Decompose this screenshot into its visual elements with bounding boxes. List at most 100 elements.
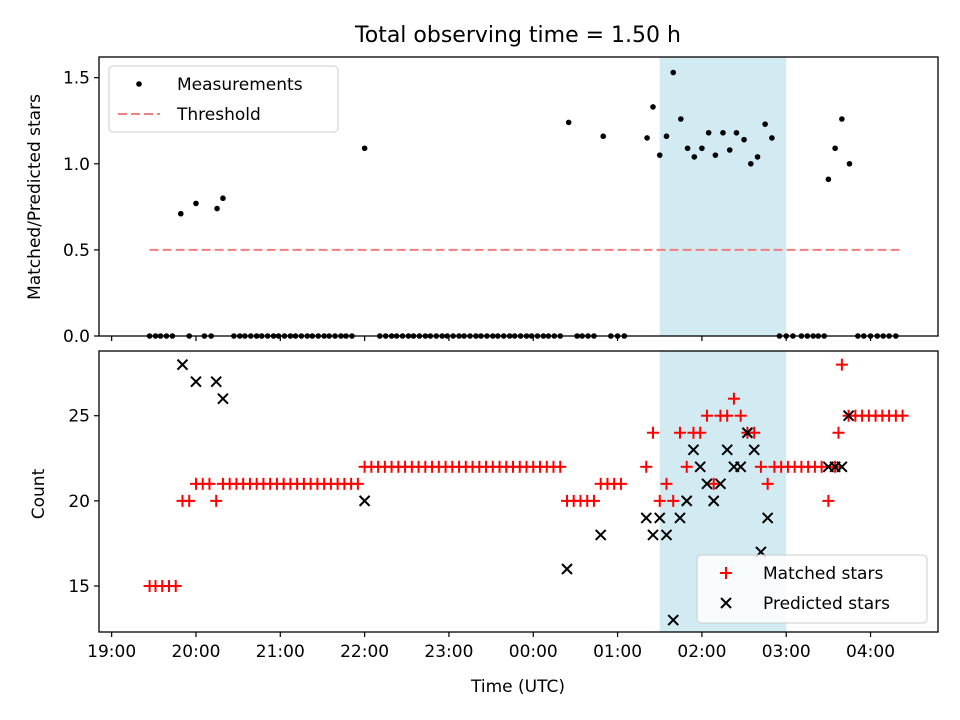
predicted-star-point [667,614,679,626]
count-y-axis-label: Count [29,468,49,519]
ratio-panel: 0.0 0.5 1.0 1.5 Matched/Predicted stars Mea… [25,56,939,347]
predicted-star-point [210,375,222,388]
predicted-star-point [647,529,659,541]
matched-star-point [169,580,182,593]
measurement-point [684,145,691,152]
x-tick-label: 22:00 [340,642,389,662]
matched-star-point [694,426,707,439]
predicted-star-point [701,478,713,490]
matched-star-point [734,409,747,422]
measurement-point [726,147,733,153]
measurement-point [565,119,572,126]
matched-star-point [896,409,909,422]
measurement-point [691,154,698,160]
matched-star-point [727,392,740,405]
y-tick-label: 20 [68,492,90,512]
matched-star-point [203,477,216,490]
measurement-point [699,145,705,152]
predicted-star-point [217,392,229,405]
measurement-point [754,154,761,160]
measurement-point [720,129,726,136]
predicted-star-point [660,529,673,541]
y-tick-label: 0.5 [63,241,90,261]
matched-star-point [815,460,828,473]
measurement-point [733,129,740,136]
matched-star-point [640,460,653,473]
matched-star-point [614,477,627,490]
matched-star-point [653,494,666,507]
ratio-legend-box [108,65,339,133]
matched-star-point [667,494,680,507]
predicted-star-point [595,529,607,541]
matched-star-point [721,409,734,422]
figure-title: Total observing time = 1.50 h [354,23,681,48]
predicted-star-point [176,358,189,371]
predicted-star-point [561,563,573,575]
matched-star-point [660,477,673,490]
legend-measurements-label: Measurements [177,75,303,95]
matched-star-point [707,477,720,490]
x-tick-label: 03:00 [762,642,811,662]
y-tick-label: 1.5 [63,69,90,89]
measurement-point [644,135,650,141]
predicted-star-point [842,410,855,422]
x-tick-label: 19:00 [87,642,136,662]
predicted-star-point [714,478,727,490]
predicted-star-point [748,444,760,456]
matched-star-point [754,460,767,473]
predicted-star-point [721,444,733,456]
matched-star-point [680,460,693,473]
matched-star-point [748,426,761,439]
measurement-point [656,152,663,158]
x-tick-label: 02:00 [677,642,726,662]
legend-matched-label: Matched stars [763,564,883,584]
measurement-point [670,69,677,76]
measurement-point [600,133,607,140]
measurement-point [846,160,853,167]
predicted-star-point [687,444,700,456]
matched-star-point [351,477,364,490]
ratio-y-axis-label: Matched/Predicted stars [25,94,45,300]
predicted-star-point [694,461,706,473]
measurement-point [650,104,656,110]
predicted-star-point [654,512,666,524]
ratio-panel-frame [98,56,939,337]
observing-window-span [659,57,787,336]
predicted-star-point [734,461,747,473]
count-panel-frame [98,350,939,633]
count-legend-box [696,554,928,624]
measurement-point [839,116,845,122]
measurement-point [769,135,775,141]
x-tick-label: 21:00 [256,642,305,662]
matched-star-point [761,477,774,490]
measurement-point [712,152,719,158]
matched-star-point [554,460,567,473]
x-tick-label: 20:00 [171,642,220,662]
x-tick-label: 01:00 [593,642,642,662]
measurement-point [705,129,712,136]
legend-measurements-marker [136,81,142,87]
count-legend: Matched stars Predicted stars [696,554,928,624]
measurement-point [193,200,199,207]
matched-star-point [832,426,845,439]
matched-star-point [822,494,835,507]
measurement-point [220,195,226,202]
x-tick-label: 00:00 [509,642,558,662]
measurement-point [361,145,368,152]
legend-threshold-label: Threshold [176,105,261,125]
matched-star-point [835,358,848,371]
predicted-star-point [640,512,652,524]
measurement-point [825,176,832,183]
predicted-star-point [681,495,693,507]
measurement-point [678,116,684,122]
matched-star-point [183,494,196,507]
y-tick-label: 25 [68,407,90,427]
matched-star-point [587,494,600,507]
predicted-star-point [741,427,754,439]
legend-predicted-marker [720,597,732,609]
matched-star-point [646,426,659,439]
predicted-star-point [761,512,774,524]
legend-matched-marker [720,567,732,579]
measurement-point [762,121,768,127]
